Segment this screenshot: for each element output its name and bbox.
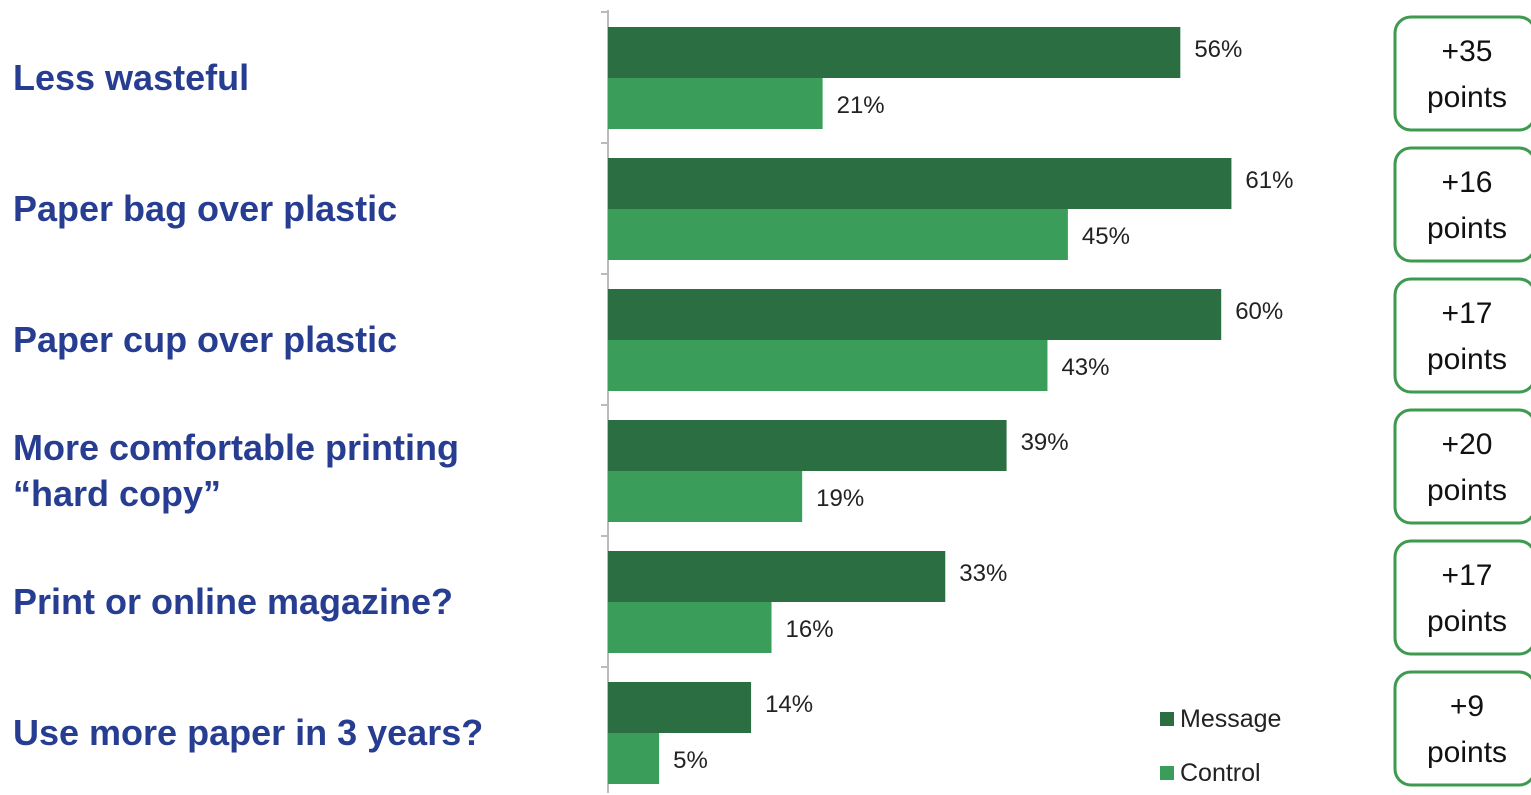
- difference-unit: points: [1427, 81, 1507, 114]
- bar-control: [608, 209, 1068, 260]
- category-label: Paper bag over plastic: [13, 188, 397, 229]
- difference-box: [1393, 15, 1531, 132]
- category-label: “hard copy”: [13, 473, 221, 514]
- difference-value: +20: [1442, 428, 1493, 461]
- difference-unit: points: [1427, 605, 1507, 638]
- category-label: Print or online magazine?: [13, 581, 453, 622]
- data-label: 39%: [1021, 429, 1069, 456]
- difference-unit: points: [1427, 343, 1507, 376]
- data-label: 45%: [1082, 223, 1130, 250]
- bar-control: [608, 602, 772, 653]
- difference-value: +16: [1442, 166, 1493, 199]
- bar-message: [608, 682, 752, 733]
- data-label: 16%: [786, 616, 834, 643]
- data-label: 43%: [1061, 354, 1109, 381]
- bar-message: [608, 420, 1007, 471]
- data-label: 14%: [765, 691, 813, 718]
- difference-box: [1393, 539, 1531, 656]
- difference-value: +35: [1442, 35, 1493, 68]
- difference-box: [1393, 277, 1531, 394]
- category-label: Use more paper in 3 years?: [13, 712, 483, 753]
- bar-message: [608, 289, 1222, 340]
- legend-label: Message: [1180, 705, 1281, 733]
- bar-control: [608, 733, 660, 784]
- difference-box: [1393, 670, 1531, 787]
- difference-unit: points: [1427, 474, 1507, 507]
- data-label: 19%: [816, 485, 864, 512]
- difference-value: +17: [1442, 559, 1493, 592]
- category-label: More comfortable printing: [13, 427, 459, 468]
- difference-box: [1393, 408, 1531, 525]
- difference-value: +9: [1450, 690, 1484, 723]
- legend-swatch: [1160, 712, 1174, 726]
- legend-label: Control: [1180, 759, 1261, 787]
- legend-swatch: [1160, 766, 1174, 780]
- data-label: 33%: [959, 560, 1007, 587]
- bar-message: [608, 158, 1232, 209]
- bar-control: [608, 340, 1048, 391]
- data-label: 60%: [1235, 298, 1283, 325]
- bar-control: [608, 78, 823, 129]
- difference-unit: points: [1427, 736, 1507, 769]
- difference-box: [1393, 146, 1531, 263]
- bar-message: [608, 27, 1181, 78]
- data-label: 21%: [837, 92, 885, 119]
- category-label: Less wasteful: [13, 57, 249, 98]
- category-label: Paper cup over plastic: [13, 319, 397, 360]
- data-label: 56%: [1194, 36, 1242, 63]
- bar-control: [608, 471, 803, 522]
- difference-unit: points: [1427, 212, 1507, 245]
- bar-message: [608, 551, 946, 602]
- data-label: 61%: [1245, 167, 1293, 194]
- difference-value: +17: [1442, 297, 1493, 330]
- data-label: 5%: [673, 747, 708, 774]
